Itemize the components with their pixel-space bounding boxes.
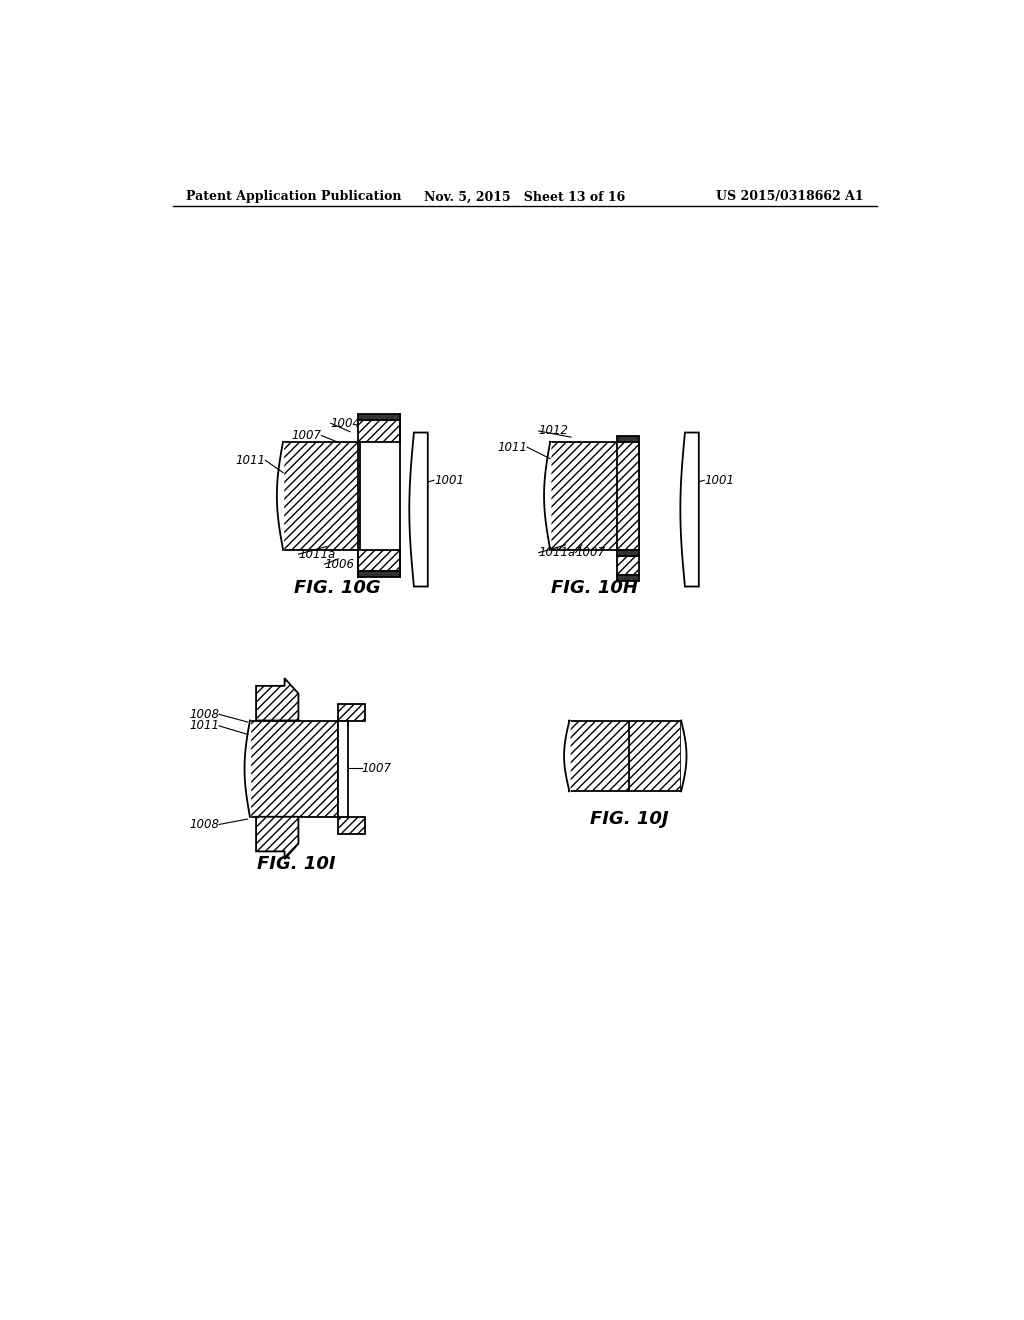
Bar (617, 556, 639, 576)
Bar (550, 442, 639, 549)
Text: FIG. 10H: FIG. 10H (551, 579, 638, 597)
Bar (283, 442, 360, 549)
Text: 1008: 1008 (189, 818, 219, 832)
Bar (357, 572, 400, 577)
Polygon shape (680, 433, 698, 586)
Bar (339, 721, 348, 817)
Text: 1008: 1008 (189, 708, 219, 721)
Text: FIG. 10J: FIG. 10J (590, 810, 669, 828)
Bar (617, 442, 639, 549)
Polygon shape (256, 817, 298, 859)
Text: Nov. 5, 2015   Sheet 13 of 16: Nov. 5, 2015 Sheet 13 of 16 (424, 190, 626, 203)
Text: 1007: 1007 (292, 429, 322, 442)
Text: 1011a: 1011a (298, 548, 336, 561)
Text: 1011a: 1011a (539, 546, 575, 560)
Bar (250, 721, 339, 817)
Bar (617, 549, 639, 556)
Bar (617, 436, 639, 442)
Text: 1011: 1011 (189, 719, 219, 733)
Polygon shape (256, 678, 298, 721)
Text: 1001: 1001 (434, 474, 464, 487)
Text: FIG. 10I: FIG. 10I (257, 855, 336, 873)
Bar (617, 576, 639, 581)
Text: US 2015/0318662 A1: US 2015/0318662 A1 (716, 190, 863, 203)
Text: 1011: 1011 (497, 441, 527, 454)
Bar (339, 704, 366, 721)
Text: FIG. 10G: FIG. 10G (294, 579, 380, 597)
Text: 1007: 1007 (575, 546, 605, 560)
Text: 1007: 1007 (361, 762, 391, 775)
Bar (357, 414, 400, 420)
Text: Patent Application Publication: Patent Application Publication (186, 190, 401, 203)
Text: 1001: 1001 (705, 474, 734, 487)
Text: 1012: 1012 (539, 425, 568, 437)
Bar (339, 817, 366, 834)
Text: 1006: 1006 (325, 557, 354, 570)
Text: 1011: 1011 (236, 454, 265, 467)
Text: 1004: 1004 (331, 417, 360, 430)
Bar (569, 721, 681, 792)
Bar (357, 549, 400, 572)
Polygon shape (410, 433, 428, 586)
Bar (357, 420, 400, 442)
